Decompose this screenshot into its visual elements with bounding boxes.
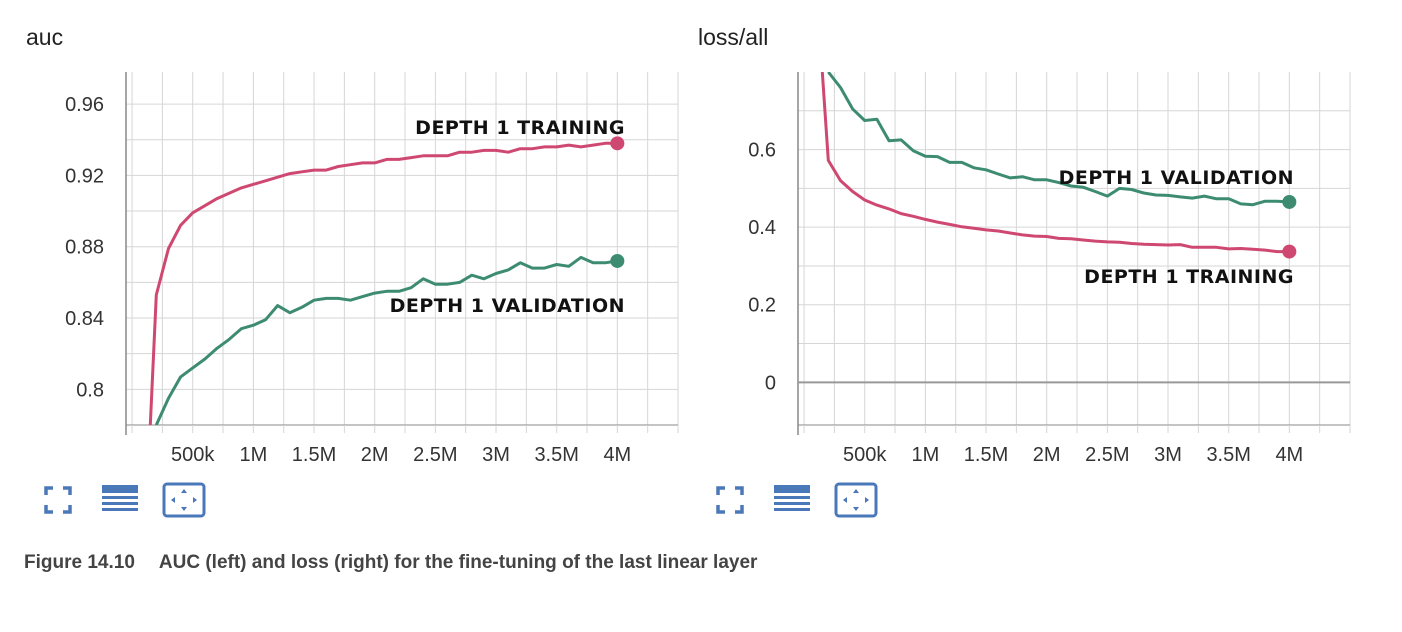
data-table-icon[interactable] xyxy=(100,482,144,518)
x-tick-label: 4M xyxy=(1275,444,1303,466)
x-tick-label: 2.5M xyxy=(413,444,457,466)
auc-chart-panel: auc 500k 1M 1.5M 2M 2.5M 3M 3.5M 4M 0.8 0.84 0.88 0… xyxy=(0,0,700,530)
fullscreen-icon[interactable] xyxy=(40,482,84,518)
axes: 500k 1M 1.5M 2M 2.5M 3M 3.5M 4M 0.8 0.84 0.88 0.92 0… xyxy=(65,72,679,466)
y-tick-label: 0.4 xyxy=(748,217,776,239)
y-tick-label: 0 xyxy=(765,372,776,394)
series-line-validation xyxy=(827,72,1290,207)
chart-title: auc xyxy=(26,24,64,50)
y-tick-label: 0.96 xyxy=(65,94,104,116)
fit-domain-icon[interactable] xyxy=(162,482,206,518)
data-table-icon[interactable] xyxy=(772,482,816,518)
fit-domain-icon[interactable] xyxy=(834,482,878,518)
x-tick-label: 1M xyxy=(911,444,939,466)
series-annotation-validation: DEPTH 1 VALIDATION xyxy=(390,295,625,317)
y-tick-label: 0.6 xyxy=(748,140,776,162)
figure-caption: Figure 14.10 AUC (left) and loss (right) … xyxy=(24,552,757,574)
series-end-point-training xyxy=(1282,244,1297,259)
loss-chart-panel: loss/all 500k 1M 1.5M 2M 2.5M 3M 3.5M 4M 0 0.2 0.4… xyxy=(672,0,1402,530)
series-line-training xyxy=(820,72,1290,254)
series-line-validation xyxy=(154,255,618,425)
x-tick-label: 4M xyxy=(603,444,631,466)
fullscreen-icon[interactable] xyxy=(712,482,756,518)
y-tick-label: 0.84 xyxy=(65,308,104,330)
series-validation: DEPTH 1 VALIDATION xyxy=(827,72,1297,209)
x-tick-label: 3.5M xyxy=(534,444,578,466)
series-line-training xyxy=(148,141,618,425)
x-tick-label: 1M xyxy=(239,444,267,466)
y-tick-label: 0.8 xyxy=(76,379,104,401)
x-tick-label: 2.5M xyxy=(1085,444,1129,466)
x-tick-label: 500k xyxy=(843,444,887,466)
chart-title: loss/all xyxy=(698,24,769,50)
x-tick-label: 2M xyxy=(1033,444,1061,466)
series-training: DEPTH 1 TRAINING xyxy=(148,117,625,425)
grid xyxy=(126,72,679,433)
series-end-point-validation xyxy=(1282,194,1297,209)
y-tick-label: 0.92 xyxy=(65,165,104,187)
series-end-point-training xyxy=(610,136,625,151)
caption-text: AUC (left) and loss (right) for the fine… xyxy=(158,552,758,573)
x-tick-label: 1.5M xyxy=(964,444,1008,466)
x-tick-label: 2M xyxy=(361,444,389,466)
x-tick-label: 3.5M xyxy=(1206,444,1250,466)
auc-chart: 500k 1M 1.5M 2M 2.5M 3M 3.5M 4M 0.8 0.84 0.88 0.92 0… xyxy=(65,72,679,466)
series-validation: DEPTH 1 VALIDATION xyxy=(154,253,625,425)
x-tick-label: 3M xyxy=(1154,444,1182,466)
y-tick-label: 0.88 xyxy=(65,237,104,259)
series-annotation-training: DEPTH 1 TRAINING xyxy=(1084,266,1294,288)
loss-chart: 500k 1M 1.5M 2M 2.5M 3M 3.5M 4M 0 0.2 0.4 0.6 DEPTH … xyxy=(748,72,1351,466)
x-tick-label: 3M xyxy=(482,444,510,466)
series-training: DEPTH 1 TRAINING xyxy=(820,72,1297,288)
series-end-point-validation xyxy=(610,253,625,268)
series-annotation-training: DEPTH 1 TRAINING xyxy=(415,117,625,139)
figure-number: Figure 14.10 xyxy=(24,552,135,573)
axes: 500k 1M 1.5M 2M 2.5M 3M 3.5M 4M 0 0.2 0.4 0.6 xyxy=(748,72,1351,466)
x-tick-label: 1.5M xyxy=(292,444,336,466)
x-tick-label: 500k xyxy=(171,444,215,466)
y-tick-label: 0.2 xyxy=(748,295,776,317)
series-annotation-validation: DEPTH 1 VALIDATION xyxy=(1059,167,1294,189)
